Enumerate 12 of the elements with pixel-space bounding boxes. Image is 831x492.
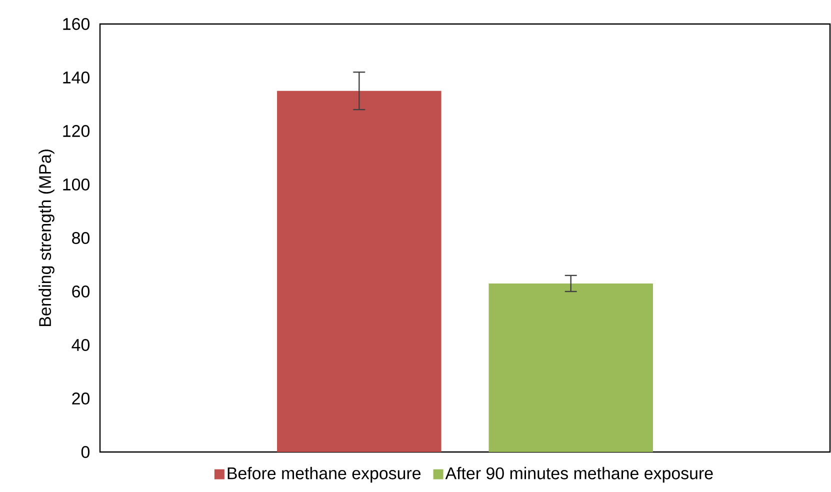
y-tick-label: 100	[63, 178, 90, 190]
legend-label: Before methane exposure	[228, 466, 421, 483]
y-tick-label: 60	[72, 286, 90, 298]
y-tick-label: 160	[63, 18, 90, 30]
y-tick-label: 80	[72, 232, 90, 244]
y-tick-label: 40	[72, 339, 90, 351]
y-tick-label: 140	[63, 72, 90, 84]
legend-label: After 90 minutes methane exposure	[445, 466, 713, 483]
y-tick-label: 20	[72, 392, 90, 405]
y-tick-label: 120	[63, 125, 90, 137]
y-tick-label: 0	[81, 446, 90, 458]
y-axis-title: Bending strength (MPa)	[38, 150, 54, 326]
